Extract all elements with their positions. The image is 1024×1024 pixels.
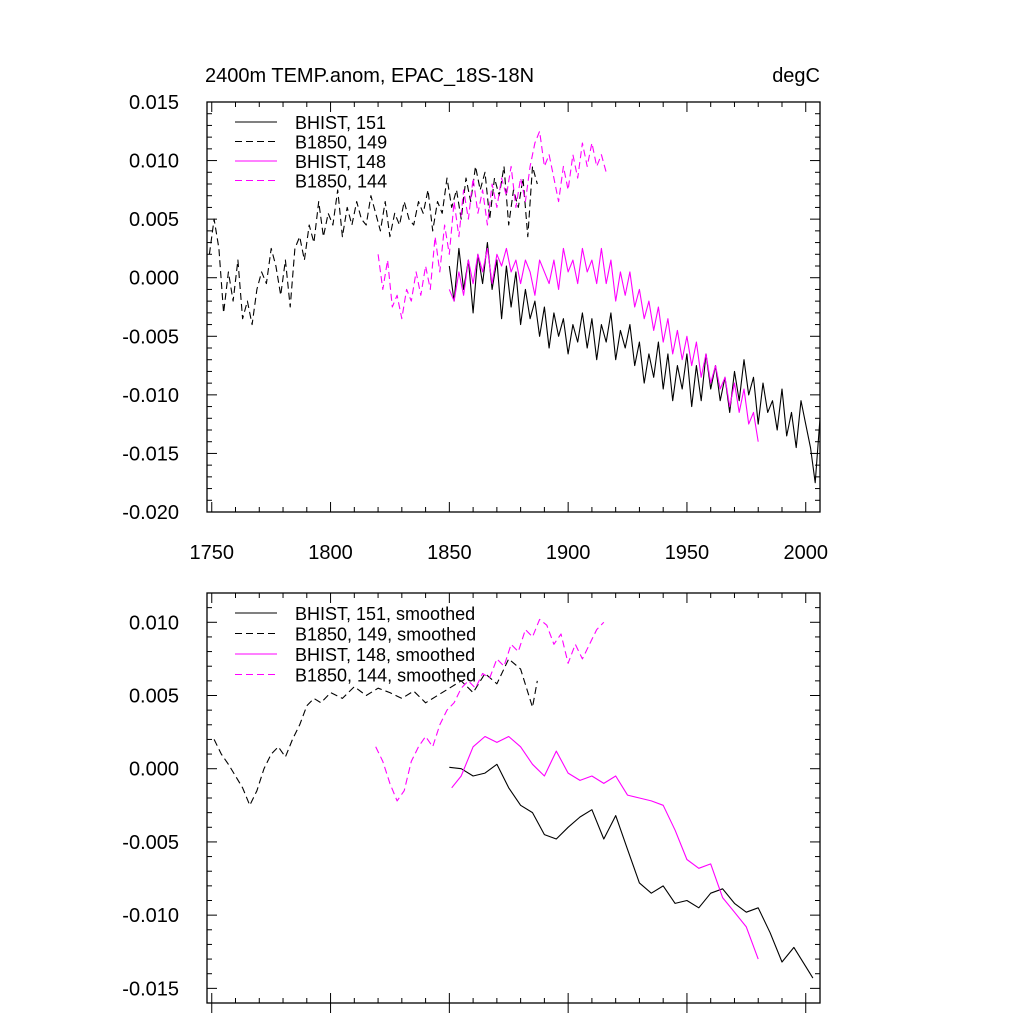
figure-title: 2400m TEMP.anom, EPAC_18S-18N (205, 65, 534, 87)
x-tick-label: 1950 (665, 542, 710, 564)
y-tick-label: -0.015 (122, 443, 179, 465)
y-tick-label: -0.010 (122, 385, 179, 407)
legend-label: B1850, 149 (295, 133, 387, 153)
y-tick-label: 0.010 (129, 612, 179, 634)
x-tick-label: 1900 (546, 542, 591, 564)
series-line-3 (451, 735, 759, 960)
y-tick-label: 0.000 (129, 759, 179, 781)
legend-label: BHIST, 151, smoothed (295, 604, 475, 624)
series-line-1 (449, 763, 814, 979)
x-tick-label: 1800 (308, 542, 353, 564)
y-tick-label: 0.005 (129, 209, 179, 231)
x-tick-label: 2000 (783, 542, 828, 564)
y-tick-label: -0.015 (122, 978, 179, 1000)
legend-label: BHIST, 151 (295, 113, 386, 133)
bottom-panel: -0.015 -0.010 -0.005 0.000 0.005 0.010 BHIST, … (122, 592, 821, 1013)
y-tick-label: 0.000 (129, 268, 179, 290)
x-tick-label: 1750 (190, 542, 235, 564)
y-tick-label: -0.005 (122, 832, 179, 854)
y-tick-label: 0.005 (129, 686, 179, 708)
series-line-4 (377, 130, 607, 320)
legend-label: B1850, 149, smoothed (295, 625, 476, 645)
series-line-1 (448, 242, 821, 484)
series-line-3 (448, 247, 759, 442)
top-panel: -0.020 -0.015 -0.010 -0.005 0.000 0.005 0.010 0… (122, 92, 828, 564)
figure-units: degC (772, 65, 820, 87)
legend-label: BHIST, 148 (295, 152, 386, 172)
x-tick-label: 1850 (427, 542, 472, 564)
legend-label: B1850, 144, smoothed (295, 666, 476, 686)
y-tick-label: -0.005 (122, 326, 179, 348)
legend-label: B1850, 144 (295, 172, 387, 192)
legend-label: BHIST, 148, smoothed (295, 645, 475, 665)
series-line-4 (375, 618, 605, 802)
series-line-2 (213, 658, 538, 806)
y-tick-label: -0.010 (122, 905, 179, 927)
series-line-2 (208, 165, 538, 326)
y-tick-label: 0.010 (129, 151, 179, 173)
y-tick-label: -0.020 (122, 502, 179, 524)
plot-frame (206, 101, 821, 513)
y-tick-label: 0.015 (129, 92, 179, 114)
